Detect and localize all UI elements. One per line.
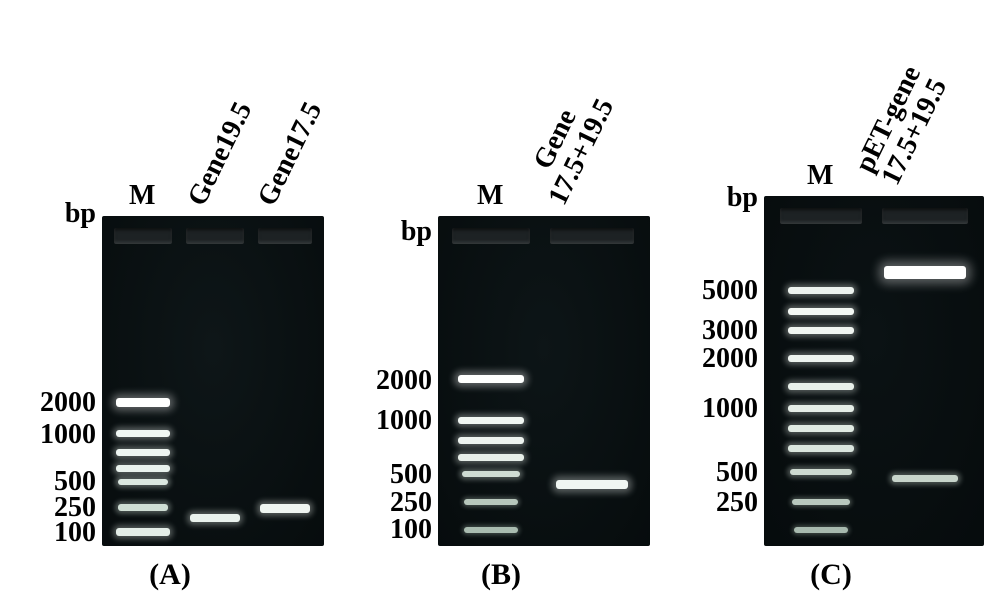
bp-tick-label: 3000 xyxy=(702,317,758,345)
bp-tick-label: 250 xyxy=(716,489,758,517)
gel-panel-c: bp 5000 30002000 1000 500250 MpET-gene17.5+19… xyxy=(678,41,984,592)
panel-body: bp 2000 1000 500250100 M Gene17.5+19.5 xyxy=(352,61,650,546)
panel-caption: (C) xyxy=(810,558,852,592)
band xyxy=(458,417,524,424)
band xyxy=(458,375,524,383)
lane-header-pET-gene: pET-gene17.5+19.5 xyxy=(850,62,953,190)
bp-tick-label: 250 xyxy=(390,489,432,517)
bp-tick-label: 2000 xyxy=(376,367,432,395)
lane-header-gene17.5: Gene17.5 xyxy=(253,97,328,210)
bp-unit-label: bp xyxy=(727,182,758,214)
bp-tick-label: 100 xyxy=(390,516,432,544)
band xyxy=(116,528,170,536)
well xyxy=(258,228,312,244)
band xyxy=(116,398,170,407)
bp-tick-label: 100 xyxy=(54,519,96,547)
panel-body: bp 5000 30002000 1000 500250 MpET-gene17.5+19… xyxy=(678,41,984,546)
lane-header-row: MGene19.5Gene17.5 xyxy=(102,61,324,216)
bp-tick-label: 5000 xyxy=(702,277,758,305)
bp-tick-label: 500 xyxy=(390,461,432,489)
gel-panel-a: bp20001000500250100MGene19.5Gene17.5(A) xyxy=(16,61,324,592)
gel-wrap: MGene19.5Gene17.5 xyxy=(102,61,324,546)
bp-unit-label: bp xyxy=(65,198,96,230)
band xyxy=(556,480,628,489)
band xyxy=(116,465,170,472)
well xyxy=(780,208,862,224)
band xyxy=(790,469,852,475)
band xyxy=(458,454,524,461)
band xyxy=(116,449,170,456)
band xyxy=(464,527,518,533)
gel-image xyxy=(438,216,650,546)
bp-tick-label: 1000 xyxy=(702,395,758,423)
bp-tick-label: 500 xyxy=(716,459,758,487)
band xyxy=(884,266,966,279)
gel-panel-b: bp 2000 1000 500250100 M Gene17.5+19.5 (B) xyxy=(352,61,650,592)
lane-header-M: M xyxy=(129,181,155,210)
band xyxy=(462,471,520,477)
lane-header-M: M xyxy=(807,161,833,190)
well xyxy=(882,208,968,224)
band xyxy=(788,287,854,294)
band xyxy=(260,504,310,513)
lane-header-M: M xyxy=(477,181,503,210)
gel-image xyxy=(102,216,324,546)
band xyxy=(788,383,854,390)
bp-labels-col: bp 2000 1000 500250100 xyxy=(352,216,432,546)
well xyxy=(186,228,244,244)
band xyxy=(118,479,168,485)
lane-header-gene-fusion: Gene17.5+19.5 xyxy=(517,82,620,210)
band xyxy=(792,499,850,505)
band xyxy=(788,425,854,432)
band xyxy=(788,308,854,315)
band xyxy=(794,527,848,533)
panel-body: bp20001000500250100MGene19.5Gene17.5 xyxy=(16,61,324,546)
band xyxy=(788,327,854,334)
band xyxy=(464,499,518,505)
lane-header-gene19.5: Gene19.5 xyxy=(183,97,258,210)
band xyxy=(190,514,240,522)
lane-header-row: M Gene17.5+19.5 xyxy=(438,61,650,216)
gel-image xyxy=(764,196,984,546)
band xyxy=(118,504,168,511)
well xyxy=(550,228,634,244)
well xyxy=(114,228,172,244)
band xyxy=(788,355,854,362)
panel-caption: (A) xyxy=(149,558,191,592)
bp-tick-label: 1000 xyxy=(40,421,96,449)
band xyxy=(788,405,854,412)
gel-wrap: MpET-gene17.5+19.5 xyxy=(764,41,984,546)
band xyxy=(458,437,524,444)
bp-tick-label: 1000 xyxy=(376,407,432,435)
well xyxy=(452,228,530,244)
lane-header-row: MpET-gene17.5+19.5 xyxy=(764,41,984,196)
gel-wrap: M Gene17.5+19.5 xyxy=(438,61,650,546)
band xyxy=(788,445,854,452)
band xyxy=(892,475,958,482)
bp-tick-label: 2000 xyxy=(702,345,758,373)
band xyxy=(116,430,170,437)
bp-tick-label: 2000 xyxy=(40,389,96,417)
bp-labels-col: bp20001000500250100 xyxy=(16,216,96,546)
panel-caption: (B) xyxy=(481,558,521,592)
bp-unit-label: bp xyxy=(401,216,432,248)
bp-labels-col: bp5000300020001000500250 xyxy=(678,196,758,546)
